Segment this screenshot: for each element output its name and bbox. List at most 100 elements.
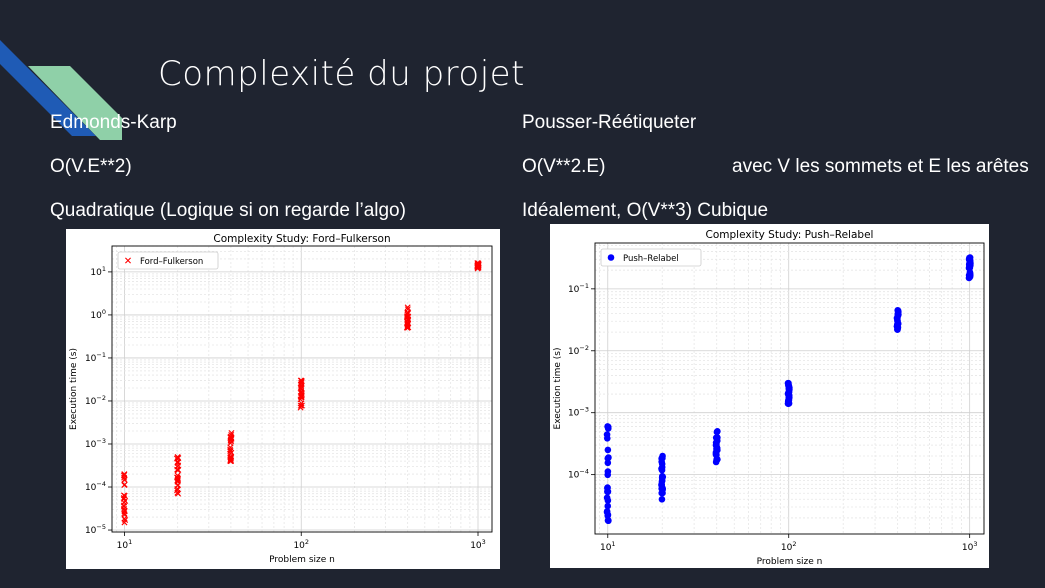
y-tick-label: 10−4	[85, 480, 106, 493]
series-Push–Relabel	[603, 254, 974, 525]
data-point	[658, 465, 666, 473]
data-point	[659, 452, 666, 460]
data-point	[713, 451, 720, 458]
y-tick-label: 101	[90, 265, 106, 278]
data-point	[297, 377, 304, 384]
data-point	[405, 320, 411, 327]
data-point	[120, 502, 127, 509]
data-point	[604, 502, 612, 510]
data-point	[121, 471, 128, 478]
data-point	[965, 271, 973, 279]
y-tick-label: 10−2	[568, 344, 589, 357]
data-point	[174, 463, 181, 470]
y-tick-label: 100	[90, 308, 106, 321]
data-point	[405, 309, 412, 316]
data-point	[227, 448, 234, 454]
chart-title: Complexity Study: Ford–Fulkerson	[213, 233, 390, 245]
chart-title: Complexity Study: Push–Relabel	[706, 229, 874, 241]
series-Ford–Fulkerson	[120, 260, 482, 526]
data-point	[603, 431, 611, 438]
data-point	[298, 383, 305, 390]
data-point	[121, 476, 128, 483]
data-point	[228, 431, 235, 438]
data-point	[174, 476, 181, 483]
x-axis-label: Problem size n	[757, 557, 823, 567]
data-point	[714, 428, 721, 435]
data-point	[474, 260, 481, 267]
y-tick-label: 10−4	[568, 468, 589, 481]
x-tick-label: 101	[117, 538, 133, 551]
legend-label: Ford–Fulkerson	[140, 257, 203, 267]
data-point	[122, 517, 129, 524]
plot-frame	[111, 245, 493, 533]
blue-stripe	[0, 40, 96, 136]
data-point	[604, 446, 612, 454]
left-algo-name: Edmonds-Karp	[50, 112, 177, 133]
data-point	[658, 458, 665, 466]
data-point	[122, 497, 129, 504]
data-point	[713, 444, 720, 452]
data-point	[713, 434, 721, 441]
x-tick-label: 102	[293, 538, 309, 551]
data-point	[227, 455, 234, 462]
right-complexity: O(V**2.E)	[522, 156, 606, 177]
data-point	[121, 482, 128, 489]
data-point	[785, 394, 793, 401]
data-point	[298, 394, 305, 401]
data-point	[604, 488, 612, 495]
left-complexity: O(V.E**2)	[50, 156, 132, 177]
y-tick-label: 10−5	[85, 523, 106, 536]
data-point	[712, 439, 720, 446]
data-point	[227, 446, 234, 453]
ford-fulkerson-chart: Complexity Study: Ford–Fulkerson 101 102 10…	[69, 233, 493, 565]
data-point	[894, 307, 901, 314]
data-point	[604, 497, 612, 504]
data-point	[893, 323, 901, 330]
x-tick-label: 103	[962, 540, 978, 553]
data-point	[658, 474, 666, 482]
data-point	[604, 511, 612, 519]
data-point	[174, 489, 181, 496]
data-point	[120, 503, 127, 510]
legend: Ford–Fulkerson	[117, 251, 219, 270]
y-tick-label: 10−2	[85, 394, 106, 407]
data-point	[894, 314, 901, 322]
push-relabel-chart: Complexity Study: Push–Relabel 101 102 103 1…	[553, 229, 985, 567]
data-point	[227, 440, 234, 447]
data-point	[604, 471, 612, 479]
data-point	[298, 402, 305, 409]
data-point	[604, 423, 611, 430]
data-point	[121, 508, 128, 515]
y-tick-label: 10−1	[568, 282, 589, 295]
legend: Push–Relabel	[600, 248, 702, 267]
data-point	[785, 379, 792, 387]
right-comment: Idéalement, O(V**3) Cubique	[522, 200, 769, 221]
data-point	[658, 495, 666, 503]
legend-label: Push–Relabel	[623, 254, 679, 264]
data-point	[174, 453, 181, 460]
green-stripe	[28, 66, 122, 140]
plot-frame	[594, 242, 985, 535]
data-point	[966, 254, 974, 261]
data-point	[659, 486, 666, 493]
x-tick-label: 103	[470, 538, 486, 551]
push-relabel-chart-panel: Complexity Study: Push–Relabel 101 102 103 1…	[550, 224, 989, 568]
right-algo-name: Pousser-Réétiqueter	[522, 112, 697, 133]
x-tick-label: 101	[600, 540, 616, 553]
y-tick-label: 10−3	[85, 437, 106, 450]
corner-decoration	[0, 40, 122, 140]
y-axis-label: Execution time (s)	[553, 348, 563, 430]
grid	[595, 243, 984, 534]
legend-box	[117, 251, 219, 270]
data-point	[227, 456, 234, 463]
data-point	[297, 385, 304, 391]
y-tick-label: 10−1	[85, 351, 106, 364]
slide-title: Complexité du projet	[158, 54, 525, 94]
data-point	[174, 458, 181, 465]
legend-marker	[125, 257, 131, 264]
ford-fulkerson-chart-panel: Complexity Study: Ford–Fulkerson 101 102 10…	[66, 229, 500, 569]
data-point	[605, 454, 612, 461]
data-point	[121, 492, 128, 499]
legend-box	[600, 248, 702, 267]
y-axis-label: Execution time (s)	[69, 348, 79, 430]
